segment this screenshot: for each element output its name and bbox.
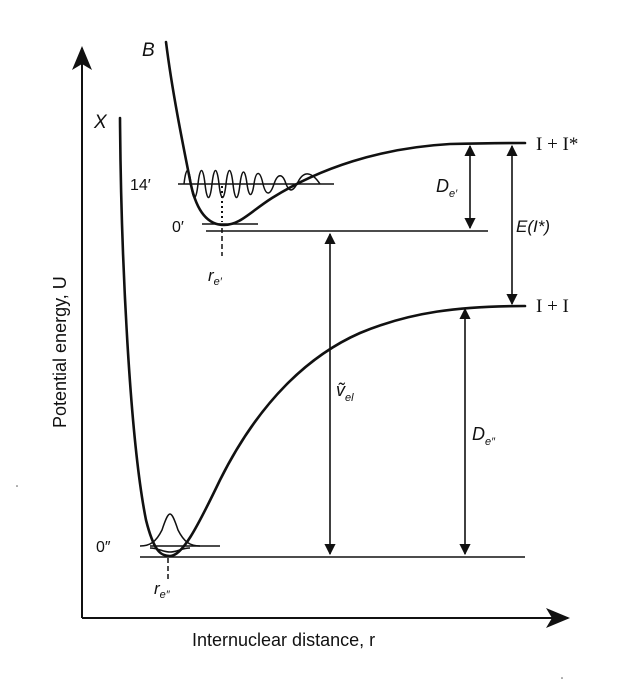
upper-asymptote-label: I + I* — [536, 134, 578, 155]
lower-state-label: X — [93, 112, 108, 133]
scan-speck — [16, 485, 18, 487]
upper-level-14-label: 14′ — [130, 177, 151, 194]
lower-level-0-label: 0″ — [96, 539, 111, 556]
ground-vibrational-wavefunction — [139, 513, 201, 553]
lower-dissociation-label: De″ — [472, 424, 496, 448]
excited-state-curve — [164, 40, 527, 227]
upper-equilibrium-label: re′ — [208, 266, 223, 288]
excitation-energy-label: E(I*) — [516, 217, 550, 236]
transition-energy-label: ṽel — [336, 380, 354, 404]
y-axis-label: Potential energy, U — [50, 276, 70, 428]
upper-level-0-label: 0′ — [172, 219, 184, 236]
upper-state-label: B — [142, 40, 155, 61]
upper-dissociation-label: De′ — [436, 176, 458, 200]
scan-speck — [561, 677, 563, 679]
x-axis-label: Internuclear distance, r — [192, 630, 375, 650]
excited-vibrational-wavefunction — [183, 169, 321, 199]
lower-asymptote-label: I + I — [536, 296, 569, 317]
ground-state-curve — [118, 116, 527, 558]
lower-equilibrium-label: re″ — [154, 579, 171, 601]
